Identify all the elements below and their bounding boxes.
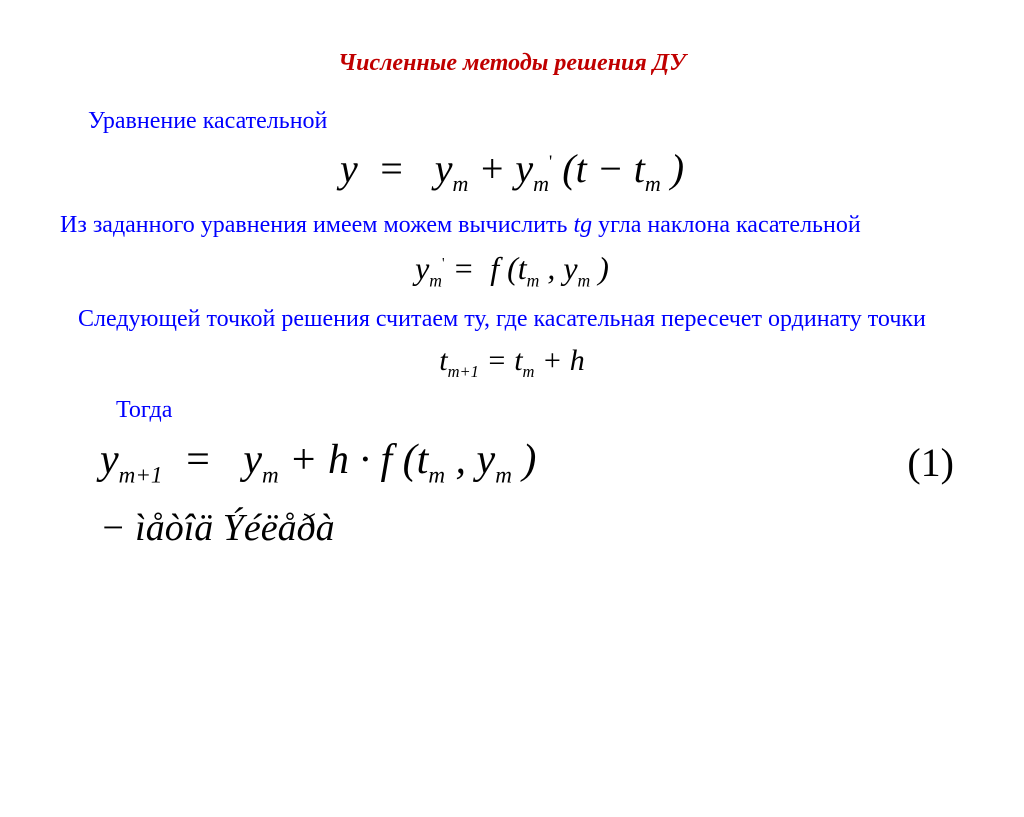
paragraph-then: Тогда xyxy=(116,394,964,426)
equation-euler-row: ym+1 = ym + h · f (tm , ym ) (1) xyxy=(60,436,964,488)
paragraph-next-point: Следующей точкой решения считаем ту, где… xyxy=(78,303,964,335)
slide-title: Численные методы решения ДУ xyxy=(60,50,964,77)
garbled-method-label: − ìåòîä Ýéëåðà xyxy=(100,506,964,550)
slide-body: Численные методы решения ДУ Уравнение ка… xyxy=(0,0,1024,817)
eq4-text: ym+1 = ym + h · f (tm , ym ) xyxy=(100,437,536,483)
eq2-text: ym' = f (tm , ym ) xyxy=(415,250,609,286)
equation-tangent: y = ym + ym' (t − tm ) xyxy=(60,145,964,197)
paragraph-tg: Из заданного уравнения имеем можем вычис… xyxy=(60,209,964,241)
equation-number: (1) xyxy=(907,439,954,486)
p2-tg: tg xyxy=(573,212,592,238)
p2a: Из заданного уравнения имеем можем вычис… xyxy=(60,212,573,238)
equation-euler: ym+1 = ym + h · f (tm , ym ) xyxy=(100,436,536,488)
eq3-text: tm+1 = tm + h xyxy=(439,344,584,377)
paragraph-tangent-eq: Уравнение касательной xyxy=(88,105,964,137)
equation-tstep: tm+1 = tm + h xyxy=(60,344,964,382)
eq1-text: y = ym + ym' (t − tm ) xyxy=(340,146,684,191)
equation-yprime: ym' = f (tm , ym ) xyxy=(60,250,964,291)
p2b: угла наклона касательной xyxy=(592,212,861,238)
